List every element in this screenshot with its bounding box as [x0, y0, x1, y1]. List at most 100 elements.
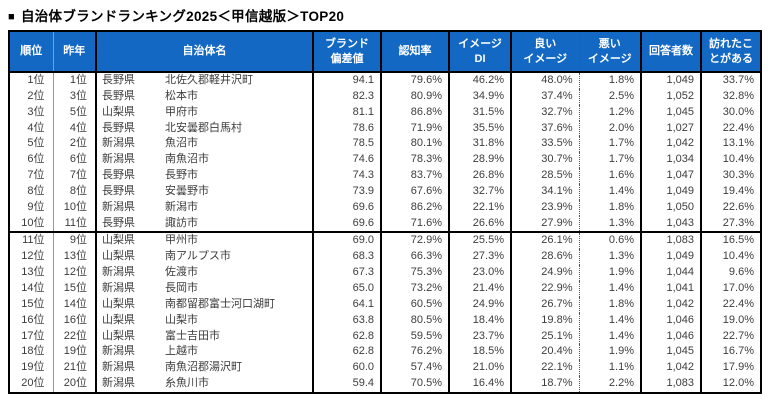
municipality-cell: 新潟県 南魚沼郡湯沢町 [95, 360, 313, 377]
visited-cell: 30.3% [700, 168, 761, 184]
table-row: 13位 12位 新潟県 佐渡市 67.3 75.3% 23.0% 24.9% 1.… [9, 265, 761, 281]
city-label: 糸魚川市 [165, 377, 209, 390]
image-di-cell: 31.5% [448, 104, 511, 121]
image-di-cell: 32.7% [448, 183, 511, 200]
rank-cell: 19位 [21, 361, 45, 374]
rank-cell: 20位 [21, 377, 45, 390]
image-di-cell: 23.7% [448, 328, 511, 345]
prefecture-label: 新潟県 [102, 137, 135, 150]
municipality-cell: 新潟県 南魚沼市 [95, 152, 313, 169]
last-year-cell: 7位 [52, 168, 96, 184]
prefecture-label: 山梨県 [102, 250, 135, 263]
header-recognition: 認知率 [380, 31, 449, 72]
municipality-cell: 山梨県 南アルプス市 [95, 249, 313, 266]
respondents-cell: 1,052 [640, 88, 701, 105]
visited-cell: 13.1% [700, 136, 761, 153]
image-di-cell: 46.2% [448, 72, 511, 89]
respondents-cell: 1,044 [640, 265, 701, 281]
prefecture-label: 長野県 [102, 169, 135, 182]
last-year-cell: 11位 [52, 215, 96, 233]
bad-image-cell: 1.3% [578, 215, 641, 233]
table-row: 1位 1位 長野県 北佐久郡軽井沢町 94.1 79.6% 46.2% 48.0%… [9, 72, 761, 89]
last-year-cell: 6位 [52, 152, 96, 169]
table-row: 10位 11位 長野県 諏訪市 69.6 71.6% 26.6% 27.9% 1.… [9, 215, 761, 233]
municipality-cell: 新潟県 佐渡市 [95, 265, 313, 281]
respondents-cell: 1,047 [640, 168, 701, 184]
recognition-cell: 80.1% [380, 136, 449, 153]
visited-cell: 9.6% [700, 265, 761, 281]
good-image-cell: 32.7% [510, 104, 579, 121]
header-image-di: イメージ DI [448, 31, 511, 72]
respondents-cell: 1,034 [640, 152, 701, 169]
municipality-cell: 山梨県 富士吉田市 [95, 328, 313, 345]
last-year-cell: 9位 [52, 232, 96, 250]
prefecture-label: 山梨県 [102, 313, 135, 326]
header-brand-score: ブランド 偏差値 [312, 31, 381, 72]
table-row: 5位 2位 新潟県 魚沼市 78.5 80.1% 31.8% 33.5% 1.7%… [9, 136, 761, 153]
city-label: 南都留郡富士河口湖町 [165, 297, 275, 310]
recognition-cell: 70.5% [380, 376, 449, 393]
image-di-cell: 34.9% [448, 88, 511, 105]
visited-cell: 33.7% [700, 72, 761, 89]
respondents-cell: 1,083 [640, 376, 701, 393]
city-label: 南魚沼郡湯沢町 [165, 361, 242, 374]
recognition-cell: 66.3% [380, 249, 449, 266]
header-last-year: 昨年 [52, 31, 96, 72]
respondents-cell: 1,042 [640, 136, 701, 153]
last-year-cell: 15位 [52, 280, 96, 297]
recognition-cell: 67.6% [380, 183, 449, 200]
table-row: 3位 5位 山梨県 甲府市 81.1 86.8% 31.5% 32.7% 1.2%… [9, 104, 761, 121]
visited-cell: 12.0% [700, 376, 761, 393]
rank-cell: 5位 [27, 137, 45, 150]
good-image-cell: 28.6% [510, 249, 579, 266]
last-year-cell: 2位 [52, 136, 96, 153]
rank-cell: 12位 [21, 250, 45, 263]
prefecture-label: 新潟県 [102, 361, 135, 374]
image-di-cell: 28.9% [448, 152, 511, 169]
good-image-cell: 24.9% [510, 265, 579, 281]
last-year-cell: 3位 [52, 88, 96, 105]
municipality-cell: 新潟県 上越市 [95, 344, 313, 361]
bad-image-cell: 1.8% [578, 72, 641, 89]
respondents-cell: 1,083 [640, 232, 701, 250]
visited-cell: 22.4% [700, 120, 761, 137]
good-image-cell: 33.5% [510, 136, 579, 153]
recognition-cell: 80.5% [380, 312, 449, 329]
last-year-cell: 13位 [52, 249, 96, 266]
header-visited: 訪れたこ とがある [700, 31, 761, 72]
respondents-cell: 1,027 [640, 120, 701, 137]
brand-score-cell: 74.6 [312, 152, 381, 169]
municipality-cell: 山梨県 山梨市 [95, 312, 313, 329]
visited-cell: 16.5% [700, 232, 761, 250]
header-row: 順位 昨年 自治体名 ブランド 偏差値 認知率 イメージ DI 良い イメージ … [9, 31, 761, 72]
image-di-cell: 16.4% [448, 376, 511, 393]
recognition-cell: 86.2% [380, 199, 449, 216]
brand-score-cell: 59.4 [312, 376, 381, 393]
respondents-cell: 1,041 [640, 280, 701, 297]
good-image-cell: 26.7% [510, 296, 579, 313]
rank-cell: 14位 [21, 281, 45, 294]
bad-image-cell: 1.8% [578, 199, 641, 216]
last-year-cell: 22位 [52, 328, 96, 345]
image-di-cell: 26.6% [448, 215, 511, 233]
good-image-cell: 20.4% [510, 344, 579, 361]
visited-cell: 22.6% [700, 199, 761, 216]
prefecture-label: 山梨県 [102, 234, 135, 247]
municipality-cell: 長野県 北佐久郡軽井沢町 [95, 72, 313, 89]
table-row: 16位 16位 山梨県 山梨市 63.8 80.5% 18.4% 19.8% 1.… [9, 312, 761, 329]
image-di-cell: 21.0% [448, 360, 511, 377]
good-image-cell: 19.8% [510, 312, 579, 329]
header-bad-image: 悪い イメージ [578, 31, 641, 72]
prefecture-label: 新潟県 [102, 345, 135, 358]
table-row: 17位 22位 山梨県 富士吉田市 62.8 59.5% 23.7% 25.1% … [9, 328, 761, 345]
good-image-cell: 27.9% [510, 215, 579, 233]
visited-cell: 19.4% [700, 183, 761, 200]
bullet-square-icon: ■ [8, 11, 15, 23]
brand-score-cell: 73.9 [312, 183, 381, 200]
brand-score-cell: 94.1 [312, 72, 381, 89]
rank-cell: 15位 [21, 297, 45, 310]
bad-image-cell: 1.6% [578, 168, 641, 184]
recognition-cell: 57.4% [380, 360, 449, 377]
last-year-cell: 8位 [52, 183, 96, 200]
last-year-cell: 19位 [52, 344, 96, 361]
